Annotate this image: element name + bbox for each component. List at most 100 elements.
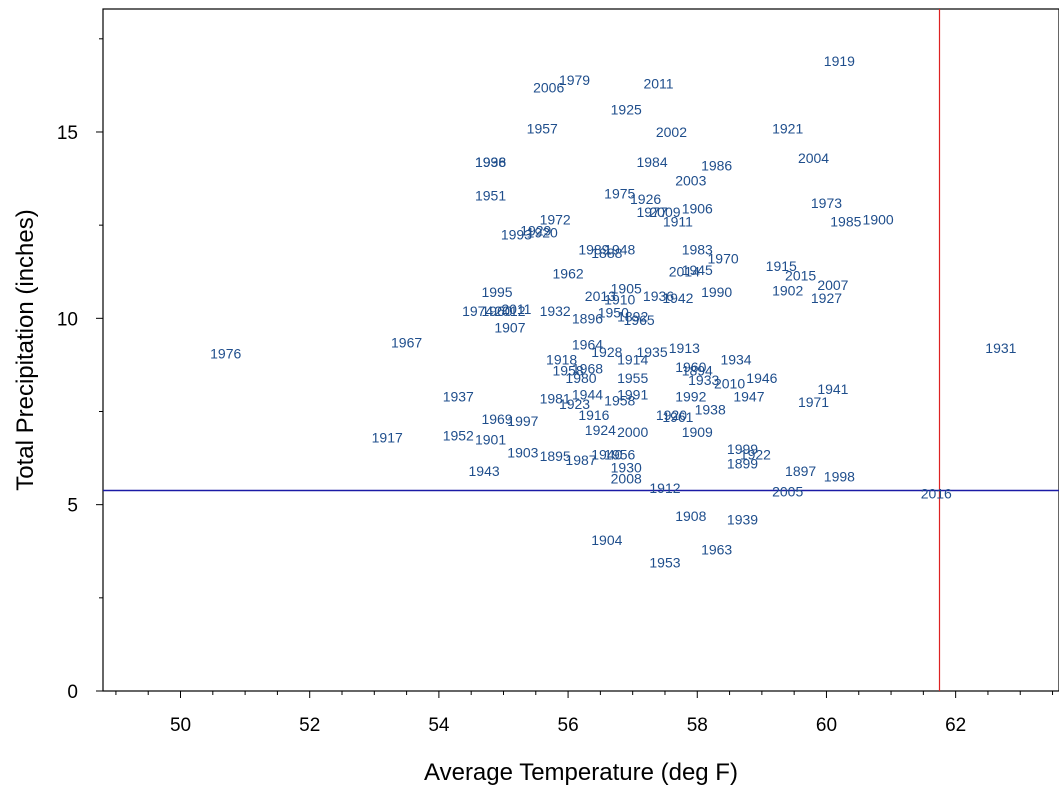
data-point-label: 1915 xyxy=(766,258,797,274)
data-point-label: 1888 xyxy=(591,245,622,261)
data-point-label: 1986 xyxy=(701,158,732,174)
data-point-label: 2002 xyxy=(656,124,687,140)
data-point-label: 1931 xyxy=(985,340,1016,356)
data-point-label: 1963 xyxy=(701,541,732,557)
y-tick-label: 10 xyxy=(57,309,78,330)
data-point-label: 1942 xyxy=(662,290,693,306)
data-point-label: 2008 xyxy=(611,471,642,487)
data-point-label: 1973 xyxy=(811,195,842,211)
data-point-label: 1923 xyxy=(559,396,590,412)
data-point-label: 1914 xyxy=(617,351,648,367)
data-point-label: 1907 xyxy=(494,320,525,336)
data-point-label: 1901 xyxy=(475,431,506,447)
data-point-label: 1935 xyxy=(636,344,667,360)
data-point-label: 1921 xyxy=(772,120,803,136)
data-point-label: 1900 xyxy=(863,212,894,228)
data-point-label: 1953 xyxy=(649,554,680,570)
data-point-label: 2015 xyxy=(785,267,816,283)
x-tick-label: 60 xyxy=(816,715,837,736)
data-point-label: 1913 xyxy=(669,340,700,356)
data-point-label: 1941 xyxy=(817,381,848,397)
data-point-label: 1971 xyxy=(798,394,829,410)
data-point-label: 1992 xyxy=(675,389,706,405)
data-point-label: 1944 xyxy=(572,387,603,403)
x-axis-title: Average Temperature (deg F) xyxy=(424,759,738,786)
data-point-label: 2005 xyxy=(772,484,803,500)
tick-labels: 50 52 54 56 58 60 62 0 5 10 15 xyxy=(57,123,966,736)
data-point-label: 1974 xyxy=(462,303,493,319)
data-point-label: 1948 xyxy=(604,241,635,257)
data-point-label: 1897 xyxy=(785,463,816,479)
data-point-label: 1955 xyxy=(617,370,648,386)
data-point-label: 1936 xyxy=(643,288,674,304)
data-point-label: 2009 xyxy=(649,204,680,220)
data-point-label: 1980 xyxy=(565,370,596,386)
data-point-label: 2006 xyxy=(533,79,564,95)
data-point-label: 1918 xyxy=(546,351,577,367)
data-point-label: 1939 xyxy=(727,512,758,528)
data-point-label: 1946 xyxy=(746,370,777,386)
y-tick-label: 5 xyxy=(67,496,78,517)
data-point-label: 2016 xyxy=(921,485,952,501)
data-point-label: 1990 xyxy=(701,284,732,300)
data-point-label: 1928 xyxy=(591,344,622,360)
data-point-label: 1995 xyxy=(481,284,512,300)
data-point-label: 1925 xyxy=(611,102,642,118)
data-point-label: 1926 xyxy=(630,191,661,207)
data-point-label: 2004 xyxy=(798,150,829,166)
data-point-label: 1899 xyxy=(727,456,758,472)
data-point-label: 1950 xyxy=(598,305,629,321)
data-point-label: 1930 xyxy=(611,459,642,475)
data-point-label: 1916 xyxy=(578,407,609,423)
data-point-label: 1947 xyxy=(733,389,764,405)
data-point-label: 1960 xyxy=(675,359,706,375)
data-point-label: 1997 xyxy=(507,413,538,429)
data-point-label: 1952 xyxy=(443,428,474,444)
x-tick-label: 52 xyxy=(299,715,320,736)
x-tick-label: 50 xyxy=(170,715,191,736)
data-point-label: 2011 xyxy=(643,76,673,92)
y-tick-label: 15 xyxy=(57,123,78,144)
data-point-label: 1933 xyxy=(688,372,719,388)
data-point-label: 1962 xyxy=(553,266,584,282)
plot-frame xyxy=(102,8,1059,692)
data-point-label: 1961 xyxy=(662,409,693,425)
data-point-label: 1917 xyxy=(372,430,403,446)
data-point-label: 1969 xyxy=(481,411,512,427)
data-point-label: 1937 xyxy=(443,389,474,405)
data-point-label: 1929 xyxy=(520,223,551,239)
data-point-label: 1958 xyxy=(553,362,584,378)
data-point-label: 1984 xyxy=(636,154,667,170)
data-point-label: 2013 xyxy=(585,288,616,304)
data-point-label: 1970 xyxy=(708,251,739,267)
data-point-label: 1940 xyxy=(591,446,622,462)
data-point-label: 1902 xyxy=(772,282,803,298)
data-point-label: 2012 xyxy=(494,303,525,319)
data-point-label: 1896 xyxy=(572,310,603,326)
data-point-label: 1936 xyxy=(475,154,506,170)
data-point-label: 1938 xyxy=(695,402,726,418)
data-point-label: 2010 xyxy=(714,376,745,392)
data-point-label: 1957 xyxy=(527,120,558,136)
data-point-label: 1958 xyxy=(604,392,635,408)
data-point-label: 1999 xyxy=(727,441,758,457)
data-point-label: 1993 xyxy=(501,226,532,242)
data-point-label: 1895 xyxy=(540,448,571,464)
data-point-label: 1975 xyxy=(604,185,635,201)
data-point-label: 1920 xyxy=(527,225,558,241)
data-point-label: 2003 xyxy=(675,172,706,188)
data-point-label: 1972 xyxy=(540,212,571,228)
data-point-label: 1985 xyxy=(830,213,861,229)
data-point-label: 1956 xyxy=(604,446,635,462)
x-tick-label: 62 xyxy=(945,715,966,736)
data-point-label: 1945 xyxy=(682,262,713,278)
data-point-label: 1977 xyxy=(636,204,667,220)
data-point-label: 1911 xyxy=(663,213,693,229)
data-point-label: 1987 xyxy=(565,452,596,468)
data-point-label: 1910 xyxy=(604,292,635,308)
x-tick-label: 56 xyxy=(558,715,579,736)
data-point-label: 1967 xyxy=(391,335,422,351)
data-point-label: 1932 xyxy=(540,303,571,319)
data-point-label: 1919 xyxy=(824,53,855,69)
